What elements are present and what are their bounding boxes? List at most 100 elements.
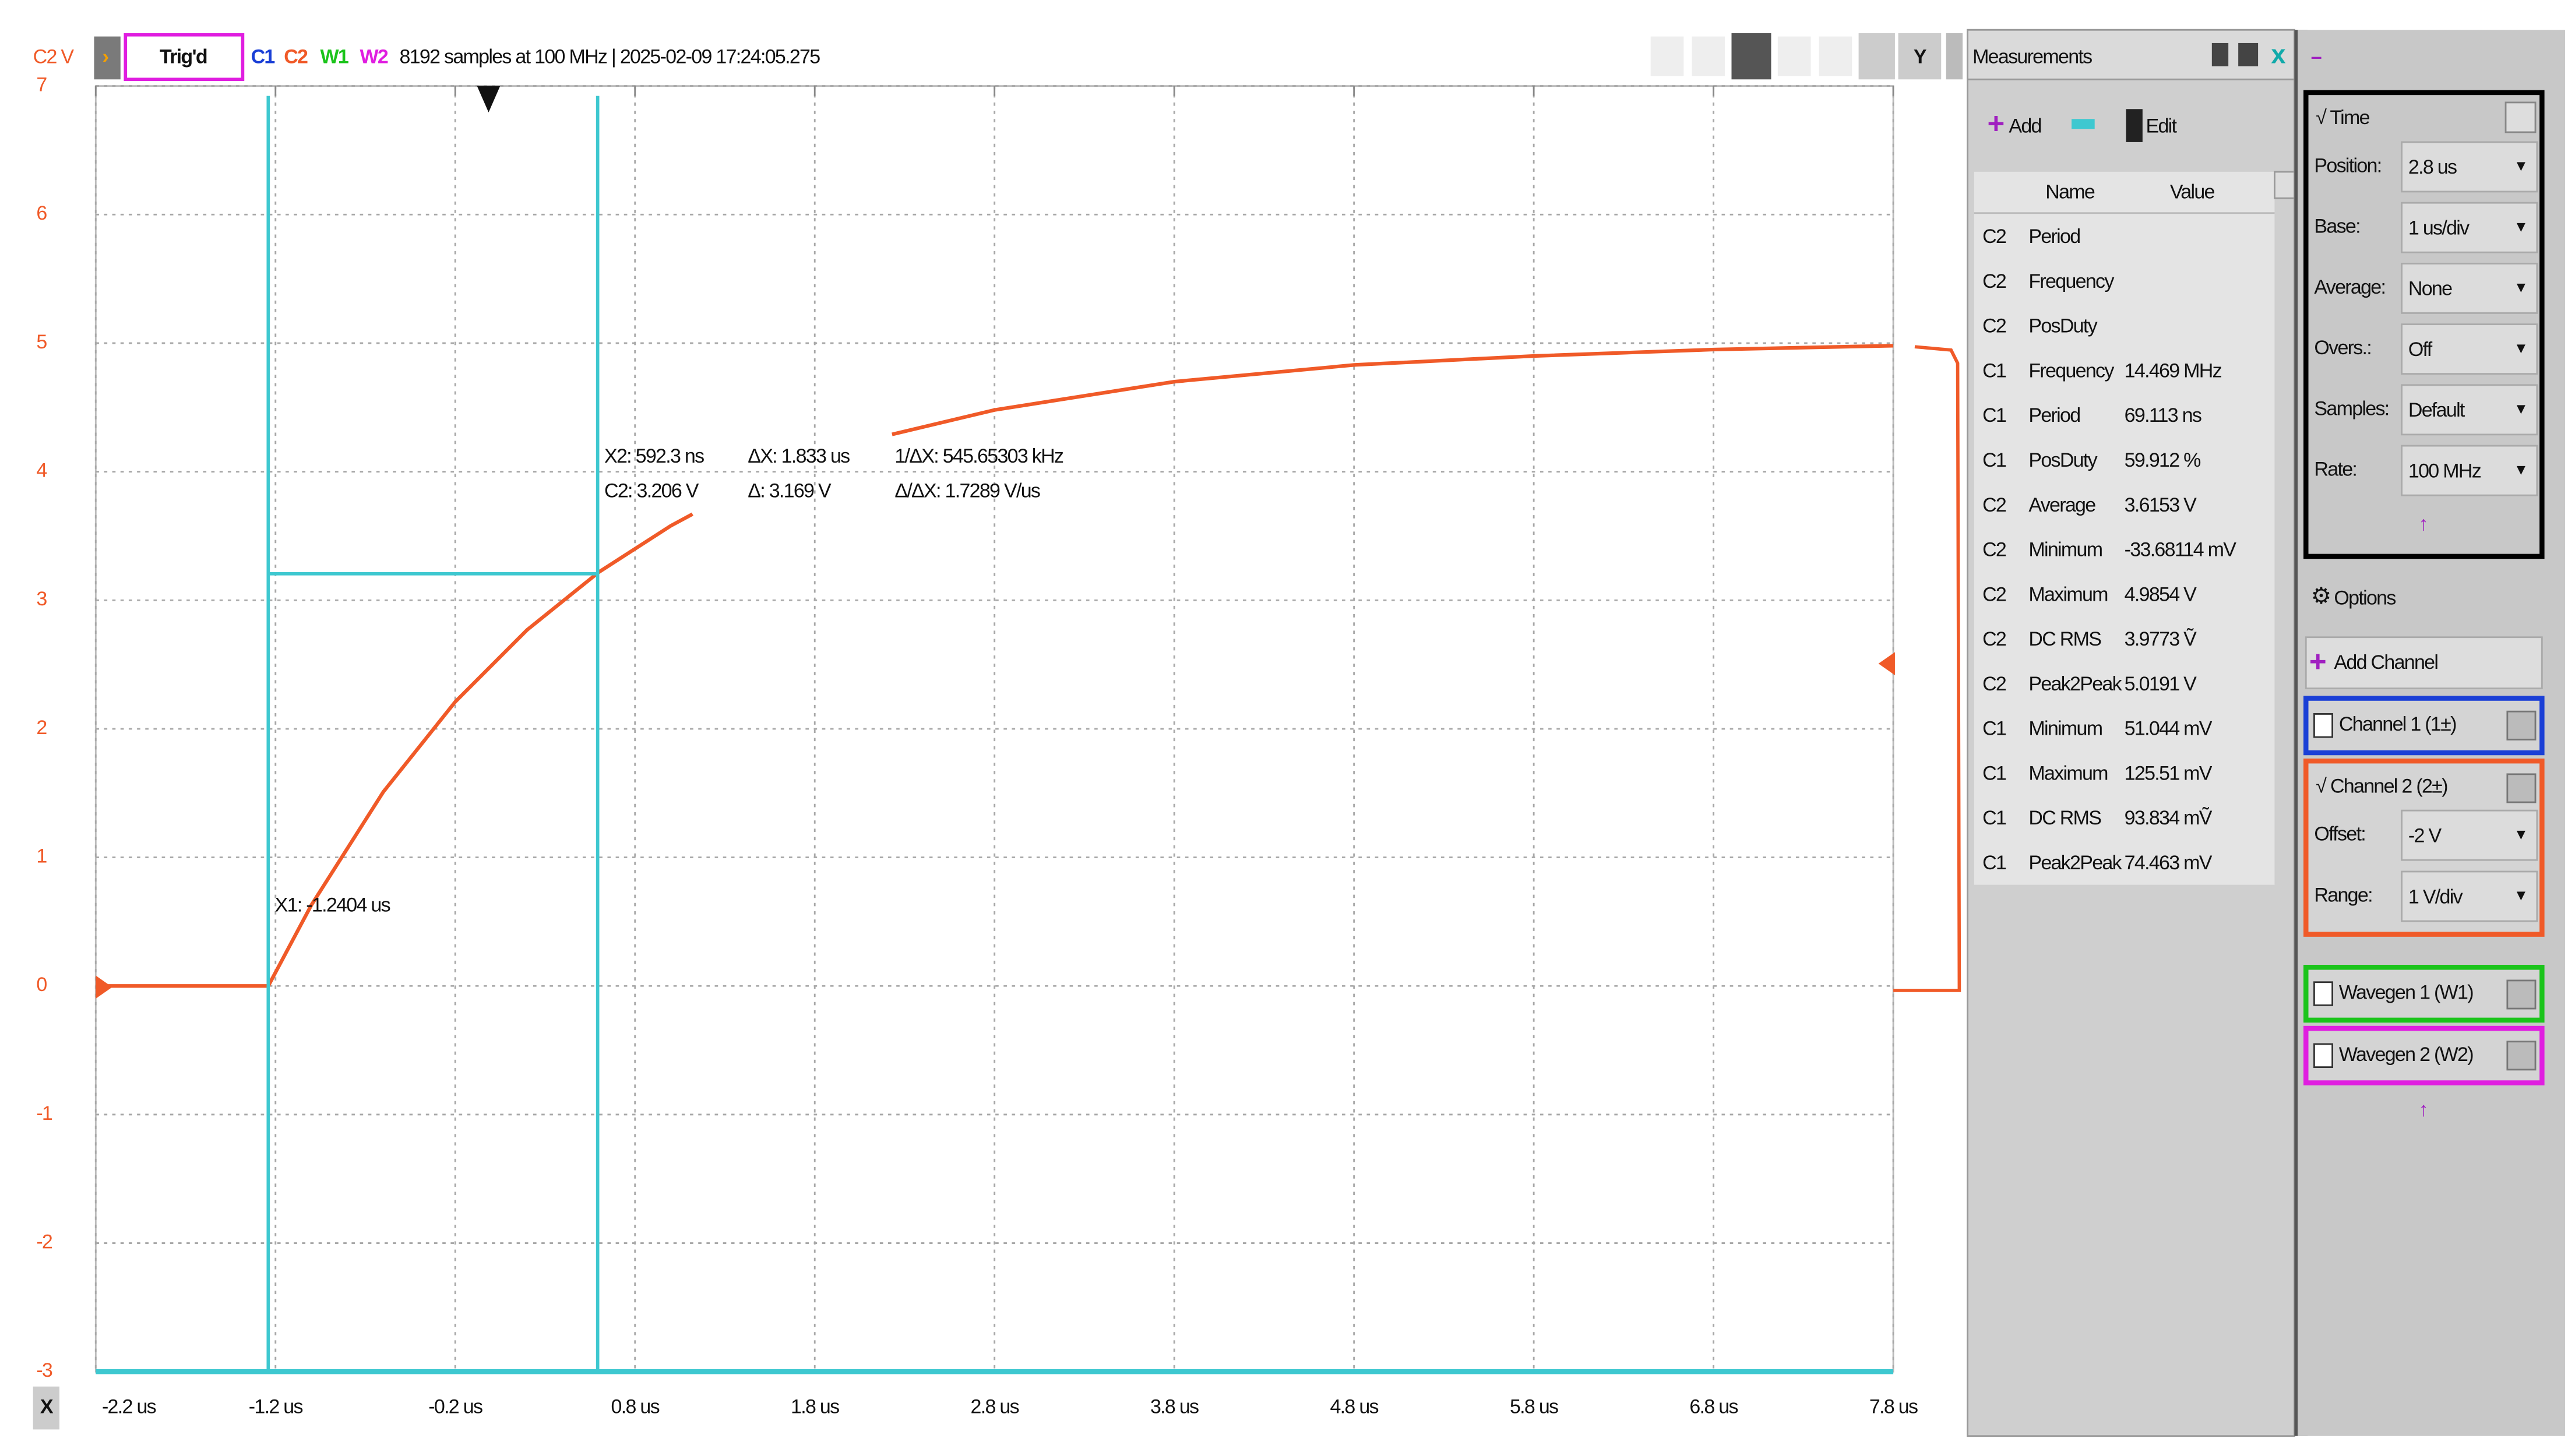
zoom-out-tool[interactable] bbox=[1819, 36, 1852, 76]
measurement-cell: Frequency bbox=[2028, 270, 2114, 292]
measurement-cell: 59.912 % bbox=[2125, 449, 2200, 471]
x-tick-label: 4.8 us bbox=[1330, 1396, 1378, 1418]
measurement-cell: 74.463 mV bbox=[2125, 852, 2213, 874]
time-arrow: ↑ bbox=[2419, 513, 2428, 535]
acquisition-info: 8192 samples at 100 MHz | 2025-02-09 17:… bbox=[400, 45, 820, 68]
measurement-cell: C1 bbox=[1982, 359, 2006, 382]
channel-toggle[interactable]: W1 bbox=[320, 45, 350, 68]
dropdown-arrow: ▼ bbox=[2514, 401, 2528, 417]
x-tick-label: 3.8 us bbox=[1150, 1396, 1199, 1418]
x-tick-label: 6.8 us bbox=[1689, 1396, 1738, 1418]
y-tick-label: 3 bbox=[36, 588, 47, 610]
cursor-label: C2: 3.206 V bbox=[604, 480, 699, 502]
dropdown-arrow: ▼ bbox=[2514, 340, 2528, 357]
field-value: None bbox=[2408, 278, 2452, 300]
field-label: Average: bbox=[2314, 276, 2385, 298]
channel-label: √ Channel 2 (2±) bbox=[2316, 775, 2447, 797]
zoom-tool[interactable] bbox=[1650, 36, 1684, 76]
measurement-cell: 69.113 ns bbox=[2125, 404, 2201, 426]
measurement-cell: C2 bbox=[1982, 270, 2006, 292]
settings-fields: Position: 2.8 us ▼ Base: 1 us/div ▼ Average: No… bbox=[2303, 141, 2545, 1085]
time-title: √ Time bbox=[2316, 107, 2369, 129]
run-button[interactable] bbox=[94, 36, 121, 80]
trigger-position-marker bbox=[477, 86, 501, 112]
time-gear[interactable] bbox=[2504, 101, 2537, 133]
add-channel-box[interactable] bbox=[2305, 636, 2543, 689]
x-tick-label: 7.8 us bbox=[1869, 1396, 1918, 1418]
channel-checkbox[interactable] bbox=[2313, 1043, 2334, 1069]
settings-collapse[interactable]: – bbox=[2311, 45, 2323, 68]
measurement-cell: -33.68114 mV bbox=[2125, 539, 2237, 561]
channel-box[interactable] bbox=[2303, 964, 2545, 1023]
channel-gear[interactable] bbox=[2506, 710, 2537, 741]
channel-checkbox[interactable] bbox=[2313, 713, 2334, 738]
measurement-cell: Period bbox=[2028, 225, 2080, 248]
field-box[interactable] bbox=[2401, 323, 2538, 375]
panel-pin[interactable] bbox=[2211, 43, 2229, 66]
field-box[interactable] bbox=[2401, 445, 2538, 496]
measurements-table bbox=[1974, 171, 2275, 885]
channel-toggle[interactable]: W2 bbox=[360, 45, 389, 68]
cursor-readout: Δ: 3.169 V bbox=[748, 480, 832, 502]
options-button[interactable]: Options bbox=[2334, 587, 2397, 609]
measurement-cell: DC RMS bbox=[2028, 807, 2101, 829]
dropdown-arrow: ▼ bbox=[2514, 218, 2528, 235]
trace bbox=[96, 344, 1894, 988]
field-box[interactable] bbox=[2401, 262, 2538, 314]
measurement-cell: Minimum bbox=[2028, 539, 2102, 561]
measurement-cell: C2 bbox=[1982, 673, 2006, 695]
cursor-label: X1: -1.2404 us bbox=[275, 894, 390, 916]
scroll-up[interactable] bbox=[2274, 171, 2295, 199]
x-axis-button[interactable] bbox=[33, 1386, 59, 1430]
remove-icon[interactable] bbox=[2072, 119, 2095, 129]
panel-float[interactable] bbox=[2238, 43, 2259, 66]
tool-dropdown[interactable] bbox=[1946, 33, 1963, 80]
measurement-cell: 3.6153 V bbox=[2125, 494, 2197, 516]
channel-gear[interactable] bbox=[2506, 979, 2537, 1010]
field-box[interactable] bbox=[2401, 384, 2538, 436]
channel-checkbox[interactable] bbox=[2313, 981, 2334, 1006]
measurement-cell: C1 bbox=[1982, 762, 2006, 784]
list-tool[interactable] bbox=[1777, 36, 1811, 76]
cursor-label: X2: 592.3 ns bbox=[604, 445, 704, 467]
run-icon: › bbox=[103, 45, 108, 68]
channel-gear[interactable] bbox=[2506, 773, 2537, 803]
measurement-cell: DC RMS bbox=[2028, 628, 2101, 650]
measurement-cell: C1 bbox=[1982, 404, 2006, 426]
add-button[interactable]: Add bbox=[2009, 115, 2042, 137]
field-box[interactable] bbox=[2401, 141, 2538, 193]
column-header: Name bbox=[2045, 181, 2095, 203]
wavegen-arrow: ↑ bbox=[2419, 1099, 2428, 1121]
cursor-readout: 1/ΔX: 545.65303 kHz bbox=[894, 445, 1063, 467]
channel-box[interactable] bbox=[2303, 1025, 2545, 1085]
add-channel-button: Add Channel bbox=[2334, 651, 2437, 674]
field-label: Overs.: bbox=[2314, 337, 2371, 359]
measurement-cell: Peak2Peak bbox=[2028, 673, 2122, 695]
field-box[interactable] bbox=[2401, 870, 2538, 922]
y-tick-label: 1 bbox=[36, 845, 47, 868]
field-value: 100 MHz bbox=[2408, 460, 2481, 482]
channel-toggle[interactable]: C2 bbox=[284, 45, 309, 68]
field-label: Offset: bbox=[2314, 823, 2365, 845]
dropdown-arrow: ▼ bbox=[2514, 887, 2528, 904]
marker-tool[interactable] bbox=[1692, 36, 1725, 76]
panel-close[interactable]: x bbox=[2271, 40, 2287, 69]
field-box[interactable] bbox=[2401, 202, 2538, 253]
settings-tool[interactable] bbox=[1858, 33, 1895, 80]
measurement-cell: Period bbox=[2028, 404, 2080, 426]
edit-button[interactable]: Edit bbox=[2146, 115, 2178, 137]
x-axis-button-label: X bbox=[40, 1396, 54, 1418]
channel-gear[interactable] bbox=[2506, 1041, 2537, 1071]
x-tick-label: 0.8 us bbox=[611, 1396, 660, 1418]
measurement-cell: 125.51 mV bbox=[2125, 762, 2213, 784]
channel-box[interactable] bbox=[2303, 696, 2545, 756]
channel-toggle[interactable]: C1 bbox=[251, 45, 276, 68]
y-tool[interactable] bbox=[1898, 33, 1942, 80]
field-box[interactable] bbox=[2401, 809, 2538, 861]
cursor-tool[interactable] bbox=[1731, 33, 1771, 80]
measurement-cell: C2 bbox=[1982, 494, 2006, 516]
measurement-cell: Average bbox=[2028, 494, 2095, 516]
field-label: Range: bbox=[2314, 884, 2372, 906]
